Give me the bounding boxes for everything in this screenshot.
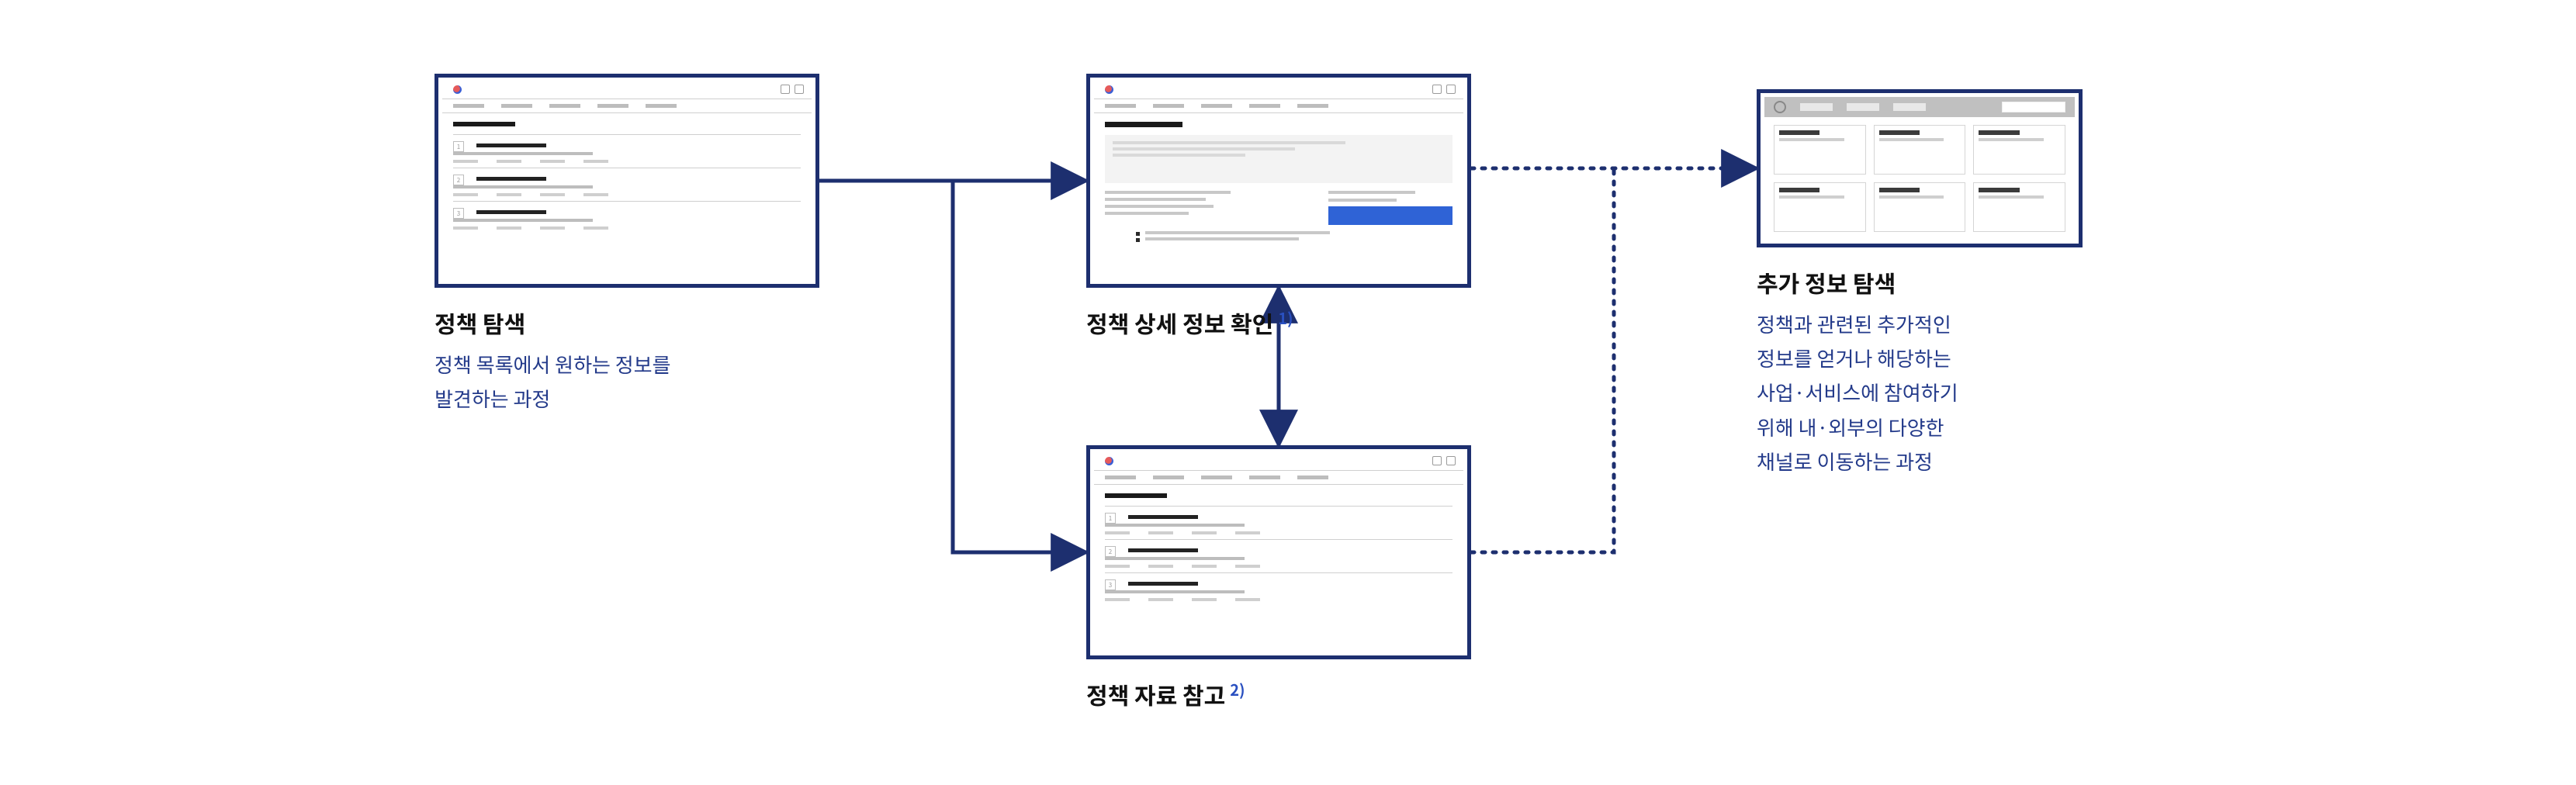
node-policy-search: 1 2 3 bbox=[435, 74, 819, 288]
node-policy-detail bbox=[1086, 74, 1471, 288]
label-policy-reference: 정책 자료 참고2) bbox=[1086, 676, 1490, 719]
search-icon bbox=[1432, 85, 1442, 94]
user-icon bbox=[1446, 456, 1456, 465]
label-policy-detail: 정책 상세 정보 확인1) bbox=[1086, 304, 1490, 348]
user-icon bbox=[795, 85, 804, 94]
label-external-channels: 추가 정보 탐색 정책과 관련된 추가적인 정보를 얻거나 해당하는 사업·서비… bbox=[1757, 264, 2114, 479]
label-title: 정책 탐색 bbox=[435, 304, 838, 341]
label-title: 정책 자료 참고2) bbox=[1086, 676, 1490, 713]
label-desc: 정책 목록에서 원하는 정보를 발견하는 과정 bbox=[435, 348, 838, 416]
label-policy-search: 정책 탐색 정책 목록에서 원하는 정보를 발견하는 과정 bbox=[435, 304, 838, 416]
diagram-stage: 1 2 3 정책 탐색 정책 목록에서 원하는 정보를 발견하는 과정 bbox=[0, 0, 2576, 785]
gov-logo-icon bbox=[1105, 457, 1113, 465]
search-icon bbox=[781, 85, 790, 94]
search-box bbox=[2002, 102, 2065, 112]
footnote-sup: 1) bbox=[1278, 306, 1293, 329]
label-desc: 정책과 관련된 추가적인 정보를 얻거나 해당하는 사업·서비스에 참여하기 위… bbox=[1757, 307, 2114, 479]
gov-logo-icon bbox=[453, 85, 462, 94]
node-external-channels bbox=[1757, 89, 2083, 247]
footnote-sup: 2) bbox=[1230, 678, 1245, 700]
primary-cta bbox=[1328, 206, 1452, 225]
edge-c-d bbox=[1471, 168, 1614, 552]
label-title: 정책 상세 정보 확인1) bbox=[1086, 304, 1490, 341]
user-icon bbox=[1446, 85, 1456, 94]
edge-a-c bbox=[953, 179, 1086, 552]
gear-icon bbox=[1774, 101, 1786, 113]
search-icon bbox=[1432, 456, 1442, 465]
gov-logo-icon bbox=[1105, 85, 1113, 94]
label-title: 추가 정보 탐색 bbox=[1757, 264, 2114, 301]
node-policy-reference: 1 2 3 bbox=[1086, 445, 1471, 659]
